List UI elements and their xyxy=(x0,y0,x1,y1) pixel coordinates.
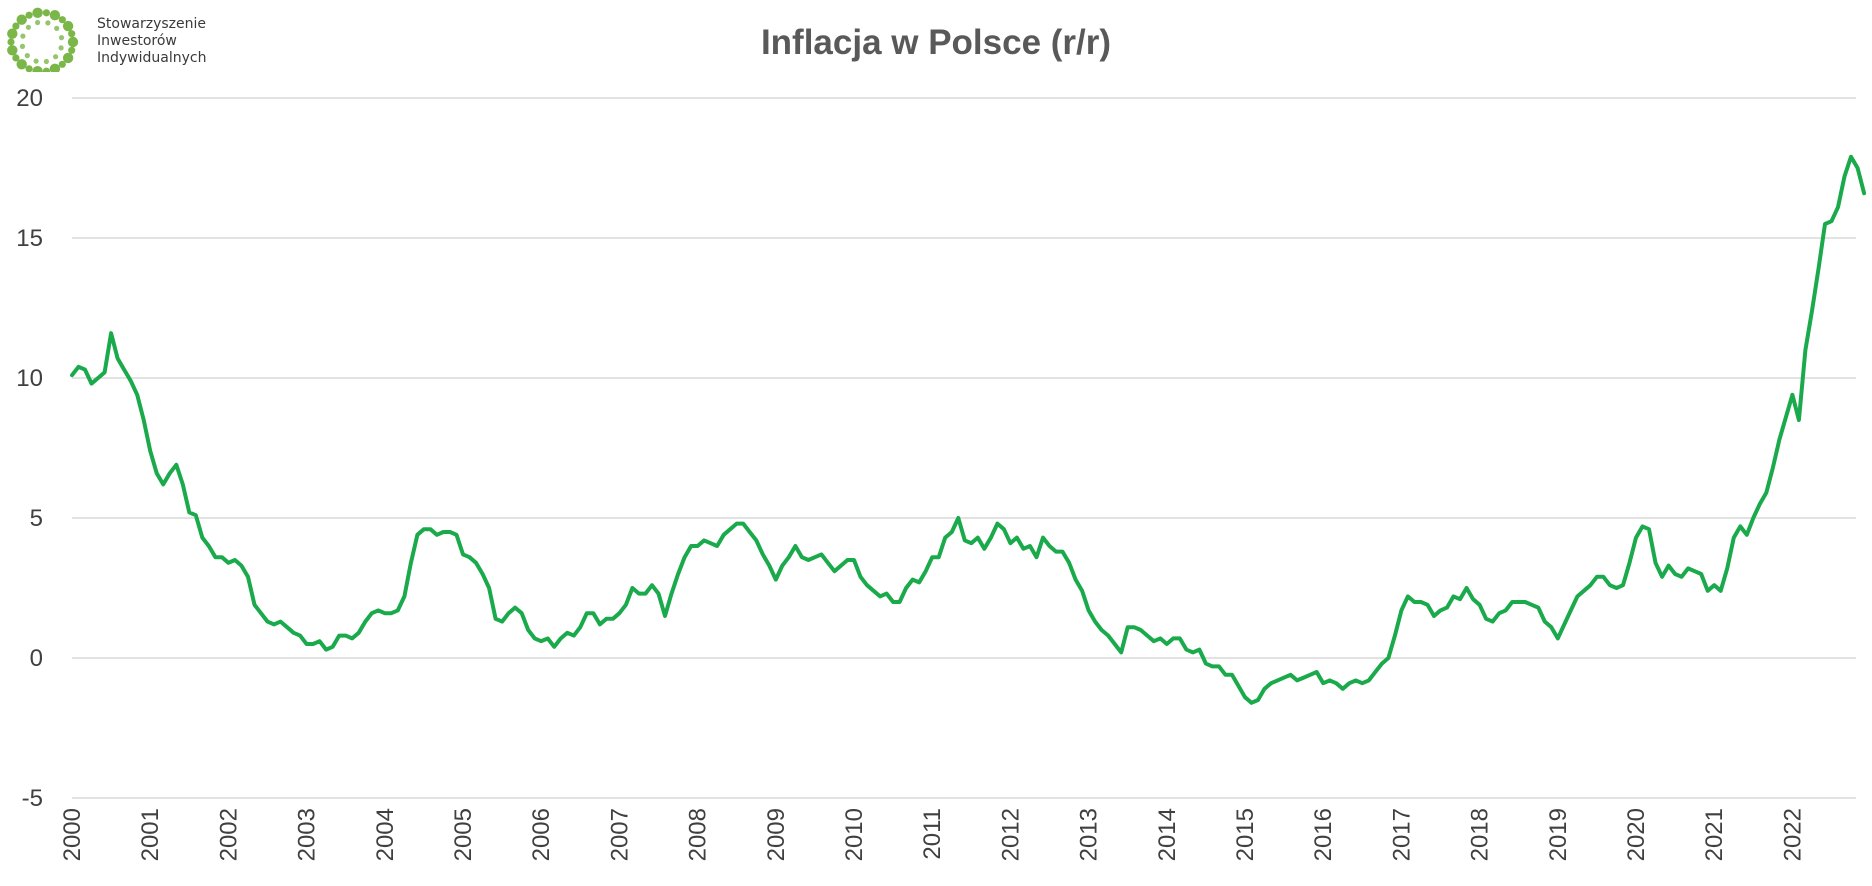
logo-dot xyxy=(25,11,33,19)
logo-dot xyxy=(58,60,66,68)
logo-dot xyxy=(42,9,51,17)
logo-dot xyxy=(16,14,27,25)
y-tick-label: 0 xyxy=(30,645,43,672)
logo-dot xyxy=(58,35,65,41)
y-axis-tick-labels: 20 15 10 5 0 -5 xyxy=(16,85,43,812)
logo-line-3: Indywidualnych xyxy=(97,50,207,66)
logo-dot xyxy=(49,63,61,74)
logo-dot xyxy=(49,10,61,21)
x-tick-label: 2018 xyxy=(1467,808,1494,861)
logo-dot xyxy=(67,36,79,48)
logo-dot xyxy=(16,59,27,70)
logo-dot xyxy=(25,65,33,73)
logo-dot xyxy=(12,54,20,62)
logo-dot xyxy=(45,20,51,26)
x-tick-label: 2001 xyxy=(137,808,164,861)
x-tick-label: 2009 xyxy=(763,808,790,861)
logo-dot xyxy=(62,20,74,32)
chart-title: Inflacja w Polsce (r/r) xyxy=(761,23,1111,62)
logo-dot xyxy=(7,38,15,46)
logo-dot xyxy=(7,45,18,56)
logo-dot xyxy=(43,58,50,65)
x-tick-label: 2021 xyxy=(1701,808,1728,861)
y-tick-label: 10 xyxy=(16,365,43,392)
x-tick-label: 2013 xyxy=(1076,808,1103,861)
logo-dot xyxy=(68,46,76,54)
x-tick-label: 2011 xyxy=(919,808,946,860)
x-tick-label: 2020 xyxy=(1623,808,1650,861)
logo-dot xyxy=(58,16,66,24)
y-tick-label: 15 xyxy=(16,225,43,252)
logo-dot xyxy=(19,43,26,50)
x-tick-label: 2019 xyxy=(1545,808,1572,861)
logo-text: Stowarzyszenie Inwestorów Indywidualnych xyxy=(97,16,206,67)
x-tick-label: 2015 xyxy=(1232,808,1259,861)
series-layer xyxy=(70,154,1867,705)
logo-dot xyxy=(33,58,39,64)
logo-dot xyxy=(24,53,30,59)
x-tick-label: 2014 xyxy=(1154,808,1181,861)
logo-dot xyxy=(54,25,60,31)
y-gridlines xyxy=(72,97,1856,799)
logo-dot xyxy=(20,33,26,39)
x-tick-label: 2005 xyxy=(450,808,477,861)
x-tick-label: 2002 xyxy=(215,808,242,861)
logo-dot xyxy=(68,30,76,38)
x-tick-label: 2017 xyxy=(1388,808,1415,861)
x-axis-tick-labels: 2000 2001 2002 2003 2004 2005 2006 2007 2008 2009… xyxy=(59,808,1806,861)
logo-dot xyxy=(7,28,18,39)
x-tick-label: 2012 xyxy=(997,808,1024,861)
y-tick-label: 5 xyxy=(30,505,43,532)
logo-dot xyxy=(35,19,41,26)
logo-dot xyxy=(62,52,74,64)
y-tick-label: -5 xyxy=(22,785,43,812)
x-tick-label: 2003 xyxy=(294,808,321,861)
logo-dot xyxy=(32,7,43,18)
logo-dot xyxy=(53,54,59,60)
logo-line-2: Inwestorów xyxy=(97,33,177,49)
y-tick-label: 20 xyxy=(16,85,43,112)
logo-dot xyxy=(25,24,31,30)
x-tick-label: 2000 xyxy=(59,808,86,861)
logo-line-1: Stowarzyszenie xyxy=(97,16,206,32)
x-tick-label: 2008 xyxy=(685,808,712,861)
x-tick-label: 2016 xyxy=(1310,808,1337,861)
logo-dot xyxy=(58,45,64,51)
logo-dot xyxy=(12,22,20,30)
x-tick-label: 2010 xyxy=(841,808,868,861)
x-tick-label: 2006 xyxy=(528,808,555,861)
series-line xyxy=(70,154,1867,705)
x-tick-label: 2007 xyxy=(606,808,633,861)
x-tick-label: 2004 xyxy=(372,808,399,861)
x-tick-label: 2022 xyxy=(1779,808,1806,861)
